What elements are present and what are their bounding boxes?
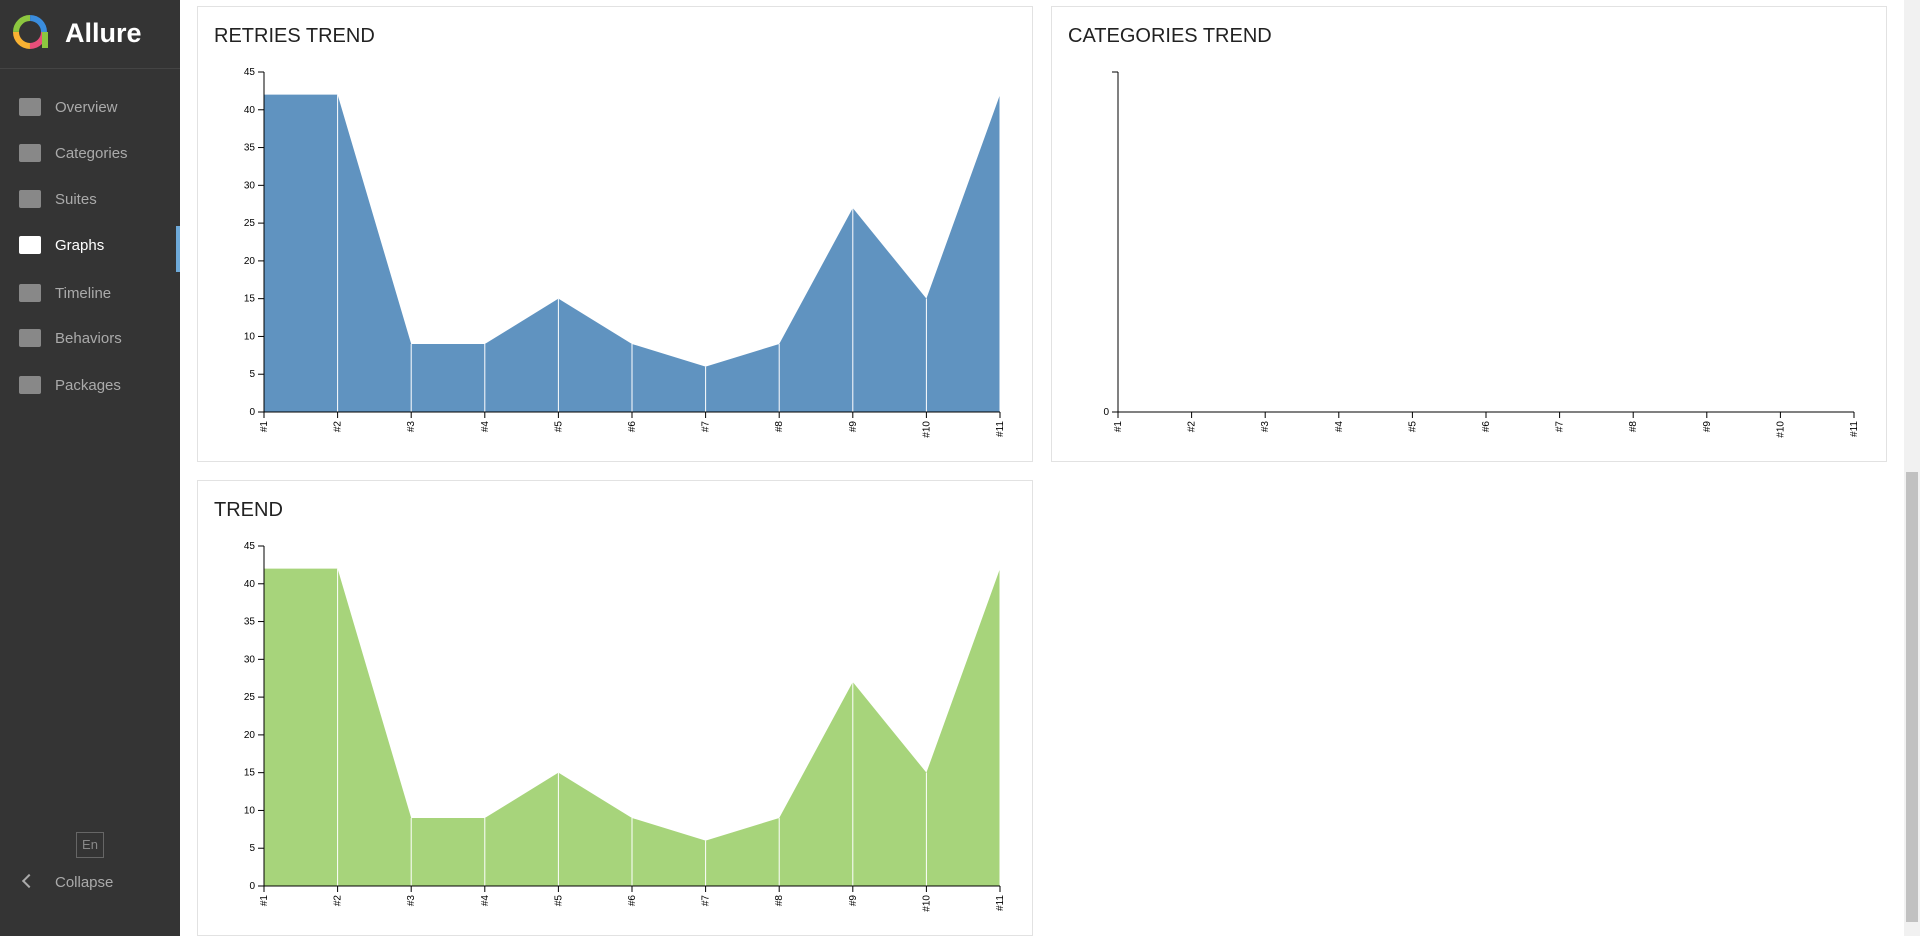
y-tick-label: 10 [244,331,256,342]
sidebar: Allure Overview Categories Suites Graphs Tim… [0,0,180,936]
x-tick-label: #10 [1775,421,1786,438]
nav-label: Timeline [55,285,112,302]
y-tick-label: 35 [244,617,256,628]
chart-title: RETRIES TREND [214,25,375,47]
x-tick-label: #8 [1628,421,1639,433]
x-tick-label: #4 [1334,421,1345,433]
nav-label: Behaviors [55,330,122,347]
y-tick-label: 0 [249,881,255,892]
y-tick-label: 10 [244,805,256,816]
scrollbar-thumb[interactable] [1906,472,1918,922]
nav-item[interactable]: Categories [0,134,180,174]
brand-name: Allure [65,18,142,48]
x-tick-label: #6 [1481,421,1492,433]
x-tick-label: #10 [921,895,932,912]
nav-label: Graphs [55,237,105,254]
y-tick-label: 5 [249,843,255,854]
nav-item[interactable]: Suites [0,180,180,220]
x-tick-label: #2 [1187,421,1198,433]
y-tick-label: 45 [244,67,256,78]
nav-icon [19,329,41,347]
chart-card: TREND 0 5 10 15 20 25 30 35 40 45 #1 #2 #3 #4 #5 #6 #7 #8 #… [197,480,1033,936]
x-tick-label: #4 [480,895,491,907]
collapse[interactable]: Collapse [55,874,114,891]
area [264,568,1000,886]
chart-title: TREND [214,499,283,521]
area [264,94,1000,413]
collapse-icon [21,873,37,889]
x-tick-label: #1 [1113,421,1124,433]
x-tick-label: #7 [701,421,712,433]
y-tick-label: 15 [244,294,256,305]
x-tick-label: #4 [480,421,491,433]
y-tick-label: 25 [244,692,256,703]
x-tick-label: #6 [627,421,638,433]
y-tick-label: 0 [1103,407,1109,418]
chart: CATEGORIES TREND 0 #1 #2 #3 #4 #5 #6 #7 #8 #9 #10 #1… [1068,25,1860,438]
nav-icon [19,236,41,254]
y-tick-label: 20 [244,256,256,267]
x-tick-label: #6 [627,895,638,907]
y-tick-label: 30 [244,180,256,191]
y-tick-label: 30 [244,654,256,665]
x-tick-label: #1 [259,895,270,907]
x-tick-label: #5 [1407,421,1418,433]
chart: TREND 0 5 10 15 20 25 30 35 40 45 #1 #2 #3 #4 #5 #6 #7 #8 #… [214,499,1006,912]
nav-label: Categories [55,145,128,162]
language[interactable]: En [76,832,104,858]
x-tick-label: #3 [406,895,417,907]
x-tick-label: #9 [848,895,859,907]
x-tick-label: #11 [995,421,1006,437]
nav-item[interactable]: Graphs [0,226,180,272]
y-tick-label: 0 [249,407,255,418]
y-tick-label: 20 [244,730,256,741]
logo [13,15,48,49]
y-tick-label: 5 [249,369,255,380]
nav-label: Suites [55,191,97,208]
brand[interactable]: Allure [0,0,180,69]
x-tick-label: #9 [1702,421,1713,433]
nav-icon [19,144,41,162]
nav-icon [19,376,41,394]
chart-title: CATEGORIES TREND [1068,25,1272,47]
y-tick-label: 45 [244,541,256,552]
chart: RETRIES TREND 0 5 10 15 20 25 30 35 40 45 #1 #2 #3 #4 #… [214,25,1006,438]
nav-label: Overview [55,99,118,116]
nav-icon [19,284,41,302]
x-tick-label: #7 [1555,421,1566,433]
chart-card: CATEGORIES TREND 0 #1 #2 #3 #4 #5 #6 #7 #8 #9 #10 #1… [1051,6,1887,462]
x-tick-label: #8 [774,421,785,433]
x-tick-label: #10 [921,421,932,438]
x-tick-label: #2 [333,421,344,433]
y-tick-label: 25 [244,218,256,229]
nav-label: Packages [55,377,121,394]
nav-icon [19,190,41,208]
x-tick-label: #2 [333,895,344,907]
y-tick-label: 35 [244,143,256,154]
y-tick-label: 40 [244,105,256,116]
x-tick-label: #11 [1849,421,1860,437]
x-tick-label: #3 [1260,421,1271,433]
x-tick-label: #9 [848,421,859,433]
nav-icon [19,98,41,116]
chart-card: RETRIES TREND 0 5 10 15 20 25 30 35 40 45 #1 #2 #3 #4 #… [197,6,1033,462]
x-tick-label: #11 [995,895,1006,911]
nav-item[interactable]: Packages [0,366,180,406]
nav-item[interactable]: Overview [0,88,180,128]
x-tick-label: #1 [259,421,270,433]
x-tick-label: #5 [553,895,564,907]
x-tick-label: #7 [701,895,712,907]
x-tick-label: #3 [406,421,417,433]
y-tick-label: 15 [244,768,256,779]
nav-item[interactable]: Timeline [0,274,180,314]
x-tick-label: #8 [774,895,785,907]
y-tick-label: 40 [244,579,256,590]
nav-item[interactable]: Behaviors [0,319,180,359]
x-tick-label: #5 [553,421,564,433]
